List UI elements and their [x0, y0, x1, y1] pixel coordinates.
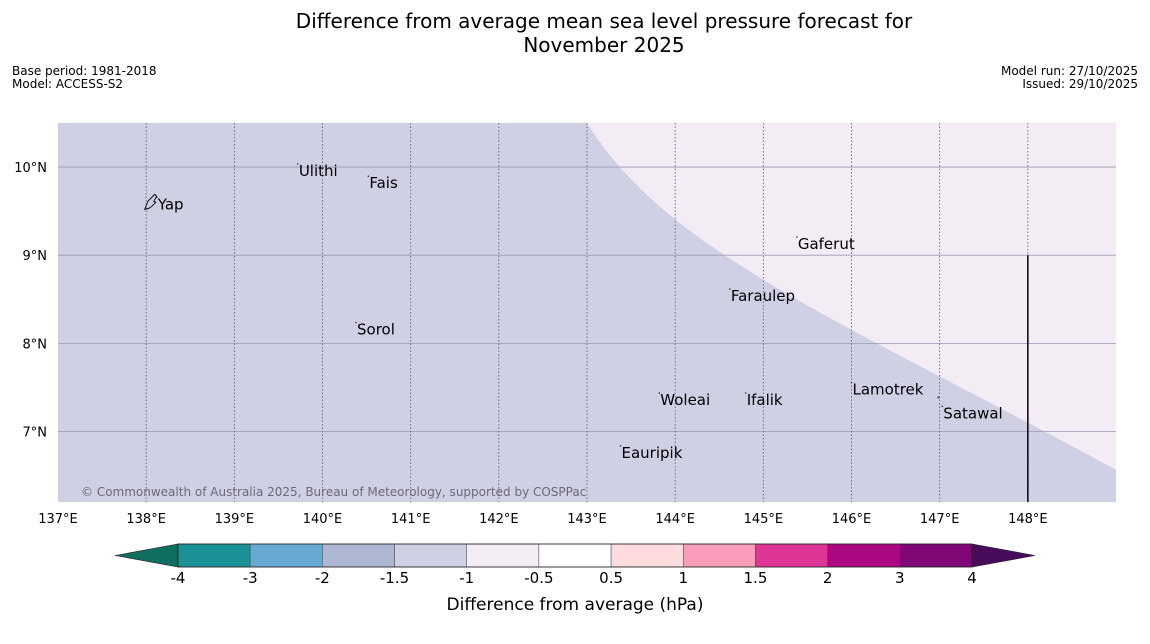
lon-tick-label: 138°E	[126, 512, 166, 527]
model-run: Model run: 27/10/2025	[1000, 64, 1138, 78]
place-satawal: Satawal	[941, 404, 1003, 422]
place-lamotrek: Lamotrek	[850, 380, 924, 398]
place-marker	[619, 445, 622, 447]
place-marker	[796, 236, 798, 238]
map-area	[58, 123, 1116, 502]
colorbar-extend-high	[971, 543, 1036, 568]
place-marker	[658, 392, 661, 394]
place-label: Faraulep	[731, 287, 795, 305]
lat-tick-label: 7°N	[23, 425, 48, 440]
colorbar-tick-label: -3	[243, 569, 258, 587]
place-marker	[297, 163, 299, 165]
place-marker	[367, 175, 370, 178]
colorbar-frame	[177, 543, 973, 568]
colorbar-tick-label: 3	[895, 569, 905, 587]
place-label: Ifalik	[747, 391, 783, 409]
colorbar-tick-label: 1	[678, 569, 688, 587]
place-marker	[729, 288, 731, 290]
lon-tick-label: 140°E	[303, 512, 343, 527]
lon-tick-label: 142°E	[479, 512, 519, 527]
meta-left: Base period: 1981-2018 Model: ACCESS-S2	[12, 65, 157, 91]
colorbar-tick-label: -2	[315, 569, 330, 587]
colorbar-tick-label: 0.5	[599, 569, 623, 587]
place-woleai: Woleai	[658, 391, 710, 409]
lon-tick-label: 148°E	[1008, 512, 1048, 527]
place-marker	[355, 321, 357, 324]
colorbar-title: Difference from average (hPa)	[447, 595, 704, 615]
colorbar-tick-label: 2	[823, 569, 833, 587]
issued-date: Issued: 29/10/2025	[1022, 77, 1138, 91]
colorbar-swatch	[249, 543, 323, 568]
copyright-notice: © Commonwealth of Australia 2025, Bureau…	[81, 485, 586, 499]
colorbar-swatch	[466, 543, 540, 568]
lon-tick-label: 147°E	[920, 512, 960, 527]
place-label: Satawal	[943, 404, 1002, 422]
place-label: Ulithi	[299, 162, 338, 180]
yap-island-icon	[143, 193, 158, 211]
lon-tick-label: 137°E	[38, 512, 78, 527]
colorbar-swatch	[322, 543, 395, 568]
meta-right: Model run: 27/10/2025 Issued: 29/10/2025	[1001, 65, 1138, 91]
lon-tick-label: 139°E	[215, 512, 255, 527]
colorbar-swatch	[683, 543, 756, 568]
lon-tick-label: 144°E	[655, 512, 695, 527]
colorbar-tick-label: -1	[459, 569, 474, 587]
colorbar-tick-label: -4	[171, 569, 186, 587]
lat-tick-label: 10°N	[14, 161, 47, 176]
lon-tick-label: 146°E	[832, 512, 872, 527]
place-label: Sorol	[357, 321, 395, 339]
colorbar-swatch	[827, 543, 901, 568]
place-sorol: Sorol	[355, 321, 395, 339]
place-yap: Yap	[155, 195, 184, 213]
colorbar-extend-low	[114, 543, 179, 568]
place-fais: Fais	[367, 174, 398, 192]
region-higher-anomaly	[587, 123, 1116, 470]
title-line-2: November 2025	[523, 33, 685, 57]
place-marker	[941, 405, 944, 408]
colorbar-swatch	[610, 543, 684, 568]
place-eauripik: Eauripik	[619, 444, 683, 462]
lat-tick-label: 9°N	[23, 249, 48, 264]
place-faraulep: Faraulep	[729, 287, 795, 305]
place-labels: Ulithi Fais Yap Gaferut Faraulep Sorol Lamotre…	[143, 162, 1003, 462]
colorbar-tick-label: -1.5	[380, 569, 409, 587]
place-label: Lamotrek	[853, 380, 924, 398]
lon-tick-label: 145°E	[744, 512, 784, 527]
model-name: Model: ACCESS-S2	[12, 77, 124, 91]
lon-tick-label: 143°E	[567, 512, 607, 527]
place-label: Eauripik	[622, 444, 683, 462]
lat-tick-label: 8°N	[23, 337, 48, 352]
place-ulithi: Ulithi	[297, 162, 338, 180]
base-period: Base period: 1981-2018	[12, 64, 157, 78]
map-axes: 10°N 9°N 8°N 7°N 137°E 138°E 139°E 140°E 141°E 14…	[14, 161, 1047, 527]
colorbar-tick-label: 1.5	[744, 569, 768, 587]
colorbar-swatch	[755, 543, 828, 568]
title-line-1: Difference from average mean sea level p…	[295, 9, 913, 33]
colorbar-swatch	[538, 543, 612, 568]
colorbar-tick-label: -0.5	[524, 569, 553, 587]
place-label: Yap	[157, 195, 184, 213]
reef-marker	[937, 396, 940, 399]
chart-title: Difference from average mean sea level p…	[0, 9, 1150, 57]
place-marker	[744, 392, 747, 394]
place-label: Fais	[369, 174, 398, 192]
place-gaferut: Gaferut	[796, 235, 855, 253]
lon-tick-label: 141°E	[391, 512, 431, 527]
place-ifalik: Ifalik	[744, 391, 783, 409]
colorbar-swatch	[899, 543, 973, 568]
place-label: Woleai	[660, 391, 710, 409]
colorbar: -4 -3 -2 -1.5 -1 -0.5 0.5 1 1.5 2 3 4 Difference fro…	[114, 543, 1036, 615]
place-marker	[850, 381, 853, 384]
colorbar-tick-label: 4	[967, 569, 977, 587]
place-label: Gaferut	[798, 235, 855, 253]
colorbar-swatch	[177, 543, 251, 568]
colorbar-swatch	[394, 543, 467, 568]
